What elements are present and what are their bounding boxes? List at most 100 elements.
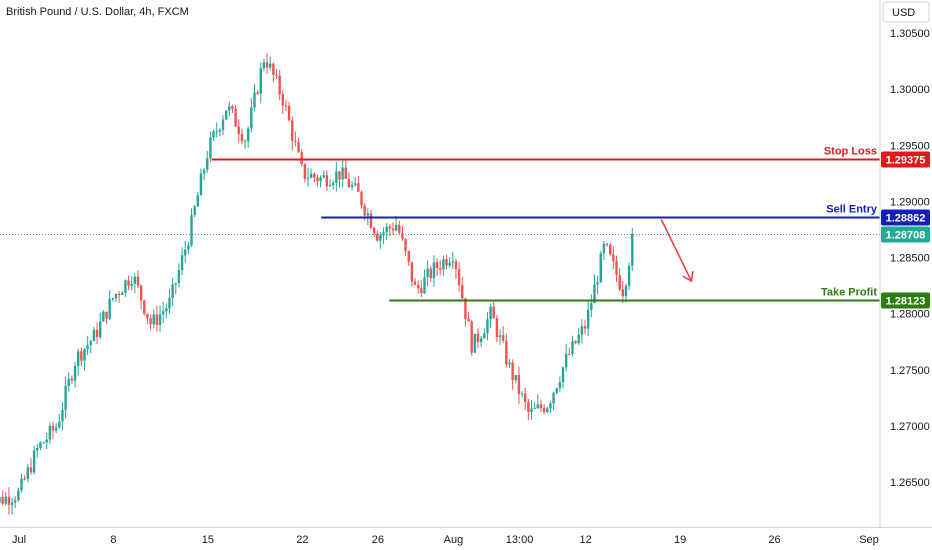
price-axis[interactable]: 1.30500 1.30000 1.29500 1.29000 1.28500 1.280… bbox=[890, 28, 930, 489]
candle-body bbox=[218, 129, 222, 132]
candle-body bbox=[549, 403, 552, 409]
candle-body bbox=[476, 333, 480, 343]
candle-body bbox=[161, 311, 165, 315]
candle-body bbox=[325, 175, 329, 187]
price-tick-label: 1.29000 bbox=[890, 196, 930, 208]
candle-body bbox=[599, 253, 602, 283]
candle-body bbox=[385, 226, 388, 233]
candle-body bbox=[199, 173, 203, 196]
candle-body bbox=[489, 306, 492, 320]
price-tick-label: 1.29500 bbox=[890, 140, 930, 152]
candle-body bbox=[42, 442, 45, 444]
candle-body bbox=[457, 269, 461, 286]
candle-body bbox=[341, 167, 344, 180]
candle-body bbox=[514, 375, 517, 381]
candle-body bbox=[168, 297, 171, 309]
candle-body bbox=[309, 173, 313, 178]
level-price-tag bbox=[881, 292, 930, 309]
candle-body bbox=[615, 261, 618, 276]
candle-body bbox=[539, 404, 543, 409]
candles-layer bbox=[0, 52, 634, 515]
candle-body bbox=[48, 425, 52, 440]
candle-body bbox=[234, 108, 237, 127]
candle-body bbox=[420, 288, 423, 294]
candle-body bbox=[442, 259, 445, 270]
candle-body bbox=[253, 92, 256, 108]
candle-body bbox=[473, 333, 477, 353]
candle-body bbox=[357, 183, 360, 192]
candle-body bbox=[73, 365, 77, 381]
candle-body bbox=[631, 233, 634, 266]
time-tick-label: 19 bbox=[674, 534, 686, 546]
projection-arrow-shaft[interactable] bbox=[660, 219, 693, 282]
candle-body bbox=[187, 245, 190, 250]
candle-body bbox=[300, 152, 303, 164]
candle-body bbox=[284, 105, 288, 107]
candle-body bbox=[586, 309, 590, 329]
candle-body bbox=[36, 447, 39, 451]
candle-body bbox=[439, 268, 442, 270]
candle-body bbox=[86, 345, 89, 350]
candle-body bbox=[568, 353, 571, 355]
candle-body bbox=[316, 177, 319, 182]
price-tick-label: 1.27500 bbox=[890, 365, 930, 377]
candle-body bbox=[338, 171, 341, 180]
candle-body bbox=[363, 205, 366, 216]
candle-body bbox=[281, 94, 285, 106]
candle-body bbox=[448, 262, 451, 266]
candle-body bbox=[231, 106, 234, 109]
candle-body bbox=[350, 185, 354, 188]
current-price-tag-text: 1.28708 bbox=[886, 230, 926, 242]
candle-body bbox=[259, 68, 262, 94]
candle-body bbox=[379, 235, 382, 241]
candle-body bbox=[398, 224, 401, 233]
candle-body bbox=[224, 110, 228, 120]
candle-body bbox=[394, 224, 398, 231]
candle-body bbox=[221, 119, 225, 130]
candle-body bbox=[152, 314, 155, 325]
candle-body bbox=[624, 285, 628, 297]
time-tick-label: Sep bbox=[859, 534, 879, 546]
price-tick-label: 1.30500 bbox=[890, 28, 930, 40]
candle-body bbox=[618, 275, 621, 290]
candle-body bbox=[243, 141, 247, 143]
currency-button[interactable]: USD bbox=[882, 1, 930, 23]
candle-body bbox=[32, 450, 36, 473]
candle-body bbox=[410, 261, 414, 282]
projection-arrow-head bbox=[682, 271, 694, 283]
candle-body bbox=[360, 191, 363, 206]
candle-body bbox=[143, 300, 146, 314]
price-tick-label: 1.28000 bbox=[890, 309, 930, 321]
price-tick-label: 1.27000 bbox=[890, 421, 930, 433]
level-price-tag bbox=[881, 209, 930, 226]
candle-body bbox=[593, 284, 596, 304]
candle-body bbox=[416, 284, 420, 289]
candle-body bbox=[366, 213, 370, 216]
candle-body bbox=[265, 62, 269, 68]
candle-body bbox=[505, 340, 508, 365]
time-axis[interactable]: Jul 8 15 22 26 Aug 13:00 12 19 26 Sep bbox=[12, 534, 879, 546]
candle-body bbox=[467, 318, 470, 322]
candle-body bbox=[275, 74, 278, 76]
time-tick-label: Jul bbox=[12, 534, 26, 546]
candle-body bbox=[303, 163, 307, 179]
candle-body bbox=[574, 341, 577, 344]
time-tick-label: 26 bbox=[372, 534, 384, 546]
candle-body bbox=[498, 335, 502, 338]
candle-body bbox=[250, 107, 253, 129]
candle-body bbox=[212, 131, 215, 138]
candle-body bbox=[297, 142, 300, 153]
candle-body bbox=[10, 502, 14, 505]
candle-body bbox=[612, 254, 615, 262]
candle-body bbox=[527, 402, 530, 413]
candle-body bbox=[105, 311, 108, 319]
candle-body bbox=[445, 259, 448, 266]
candle-body bbox=[54, 427, 58, 431]
candle-body bbox=[335, 171, 338, 183]
time-tick-label: 22 bbox=[296, 534, 308, 546]
candle-body bbox=[76, 351, 80, 366]
candle-body bbox=[149, 318, 152, 325]
candle-body bbox=[479, 338, 483, 343]
time-tick-label: 26 bbox=[768, 534, 780, 546]
